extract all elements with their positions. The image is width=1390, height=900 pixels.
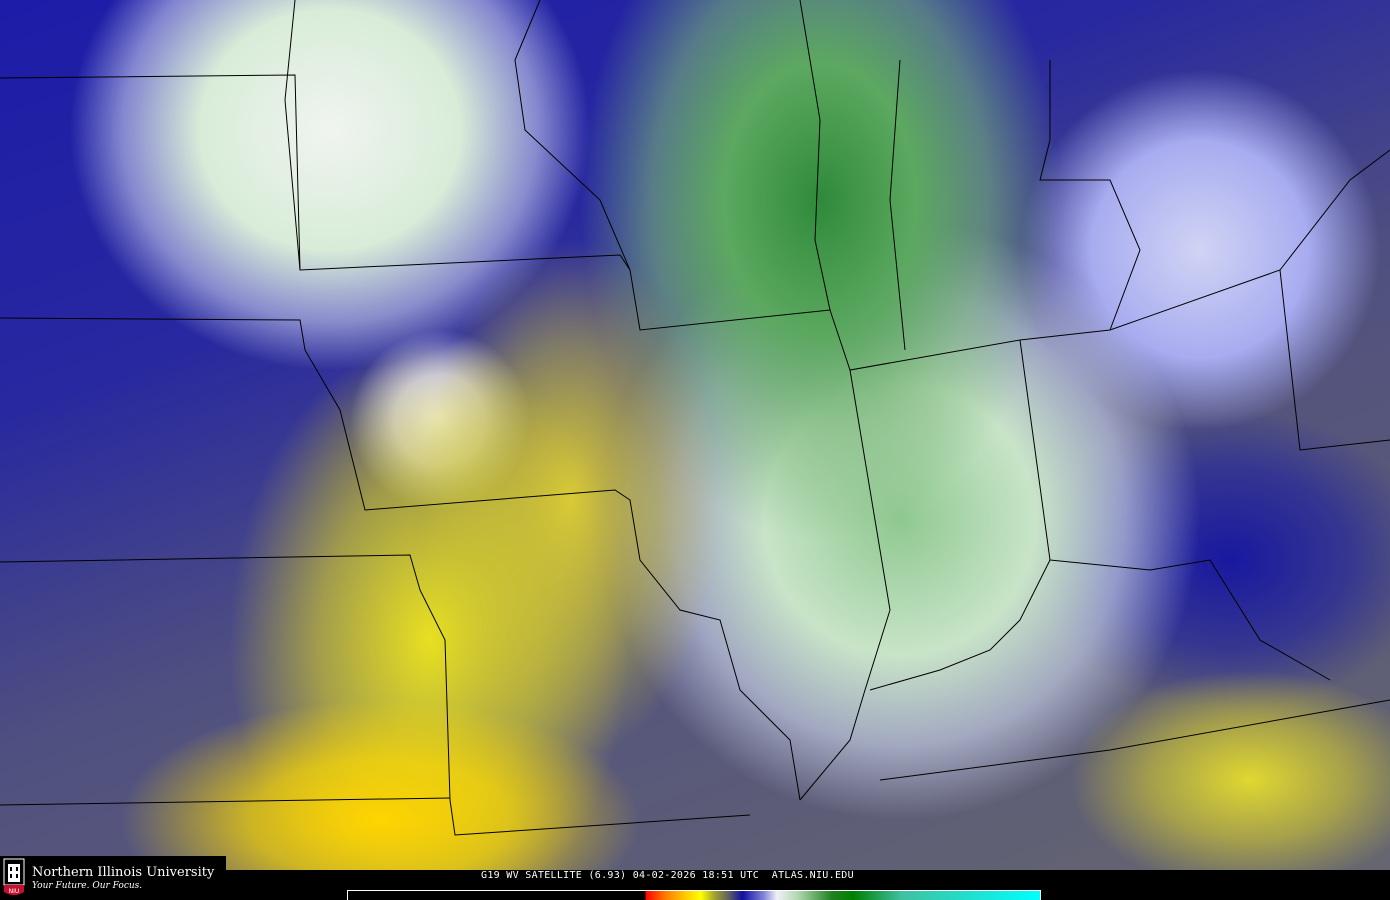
border-line [0, 317, 801, 801]
university-tagline: Your Future. Our Focus. [32, 880, 143, 891]
border-line [0, 797, 451, 806]
border-line [889, 59, 906, 351]
university-name: Northern Illinois University [32, 864, 215, 880]
border-line [1279, 269, 1390, 451]
border-line [0, 74, 631, 271]
border-line [799, 369, 891, 801]
border-line [799, 0, 831, 311]
border-line [1049, 559, 1331, 681]
niu-shield-icon: NIU [3, 858, 25, 895]
water-vapor-image [0, 0, 1390, 870]
border-line [1109, 149, 1390, 331]
image-caption: G19 WV SATELLITE (6.93) 04-02-2026 18:51… [481, 870, 854, 881]
color-scale-bar [347, 890, 1041, 900]
border-line [1039, 60, 1141, 331]
svg-text:NIU: NIU [9, 888, 20, 895]
border-line [514, 0, 1111, 371]
border-line [879, 699, 1390, 781]
border-line [869, 339, 1051, 691]
state-borders [0, 0, 1390, 870]
niu-logo: NIU Northern Illinois University Your Fu… [0, 856, 226, 900]
border-line [0, 554, 751, 836]
border-line [284, 0, 301, 271]
